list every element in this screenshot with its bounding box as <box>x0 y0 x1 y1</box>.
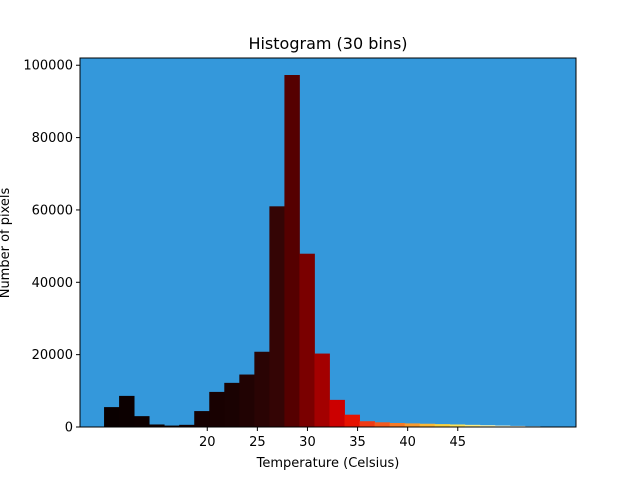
histogram-bar <box>254 351 270 427</box>
histogram-bar <box>494 425 511 427</box>
histogram-bar <box>284 75 300 427</box>
y-axis-label: Number of pixels <box>0 187 13 298</box>
histogram-bar <box>419 423 436 427</box>
y-tick-label: 60000 <box>32 203 73 218</box>
chart-title: Histogram (30 bins) <box>248 34 407 53</box>
x-tick-label: 20 <box>199 435 216 450</box>
histogram-bar <box>434 424 451 427</box>
histogram-bar <box>149 424 165 427</box>
histogram-bar <box>104 407 120 427</box>
histogram-bar <box>404 423 421 427</box>
x-tick-label: 30 <box>299 435 316 450</box>
histogram-bar <box>194 411 210 427</box>
histogram-bar <box>359 421 375 427</box>
x-tick-label: 35 <box>349 435 366 450</box>
histogram-bar <box>134 416 150 427</box>
histogram-bar <box>119 395 135 427</box>
histogram-bar <box>374 422 391 427</box>
histogram-bar <box>479 425 496 427</box>
y-tick-label: 40000 <box>32 276 73 291</box>
histogram-bar <box>209 391 225 427</box>
histogram-bar <box>164 425 180 427</box>
histogram-bar <box>449 424 466 427</box>
x-tick-label: 45 <box>449 435 466 450</box>
histogram-bar <box>224 382 240 427</box>
y-tick-label: 100000 <box>23 59 73 74</box>
x-axis-label: Temperature (Celsius) <box>256 456 400 471</box>
histogram-bar <box>509 425 526 427</box>
y-tick-label: 0 <box>65 421 73 436</box>
histogram-bars <box>104 75 556 427</box>
x-tick-label: 25 <box>249 435 266 450</box>
y-tick-label: 80000 <box>32 131 73 146</box>
histogram-bar <box>299 253 315 427</box>
y-axis-ticks: 0 20000 40000 60000 80000 100000 <box>23 59 80 436</box>
histogram-bar <box>239 374 255 427</box>
histogram-bar <box>344 414 360 427</box>
x-axis-ticks: 20 25 30 35 40 45 <box>199 427 466 450</box>
histogram-bar <box>464 424 481 427</box>
y-tick-label: 20000 <box>32 348 73 363</box>
histogram-bar <box>179 424 195 427</box>
histogram-bar <box>329 399 345 427</box>
histogram-bar <box>389 423 406 427</box>
histogram-bar <box>314 353 330 427</box>
histogram-bar <box>269 206 285 427</box>
plot-frame <box>79 57 577 428</box>
x-tick-label: 40 <box>399 435 416 450</box>
